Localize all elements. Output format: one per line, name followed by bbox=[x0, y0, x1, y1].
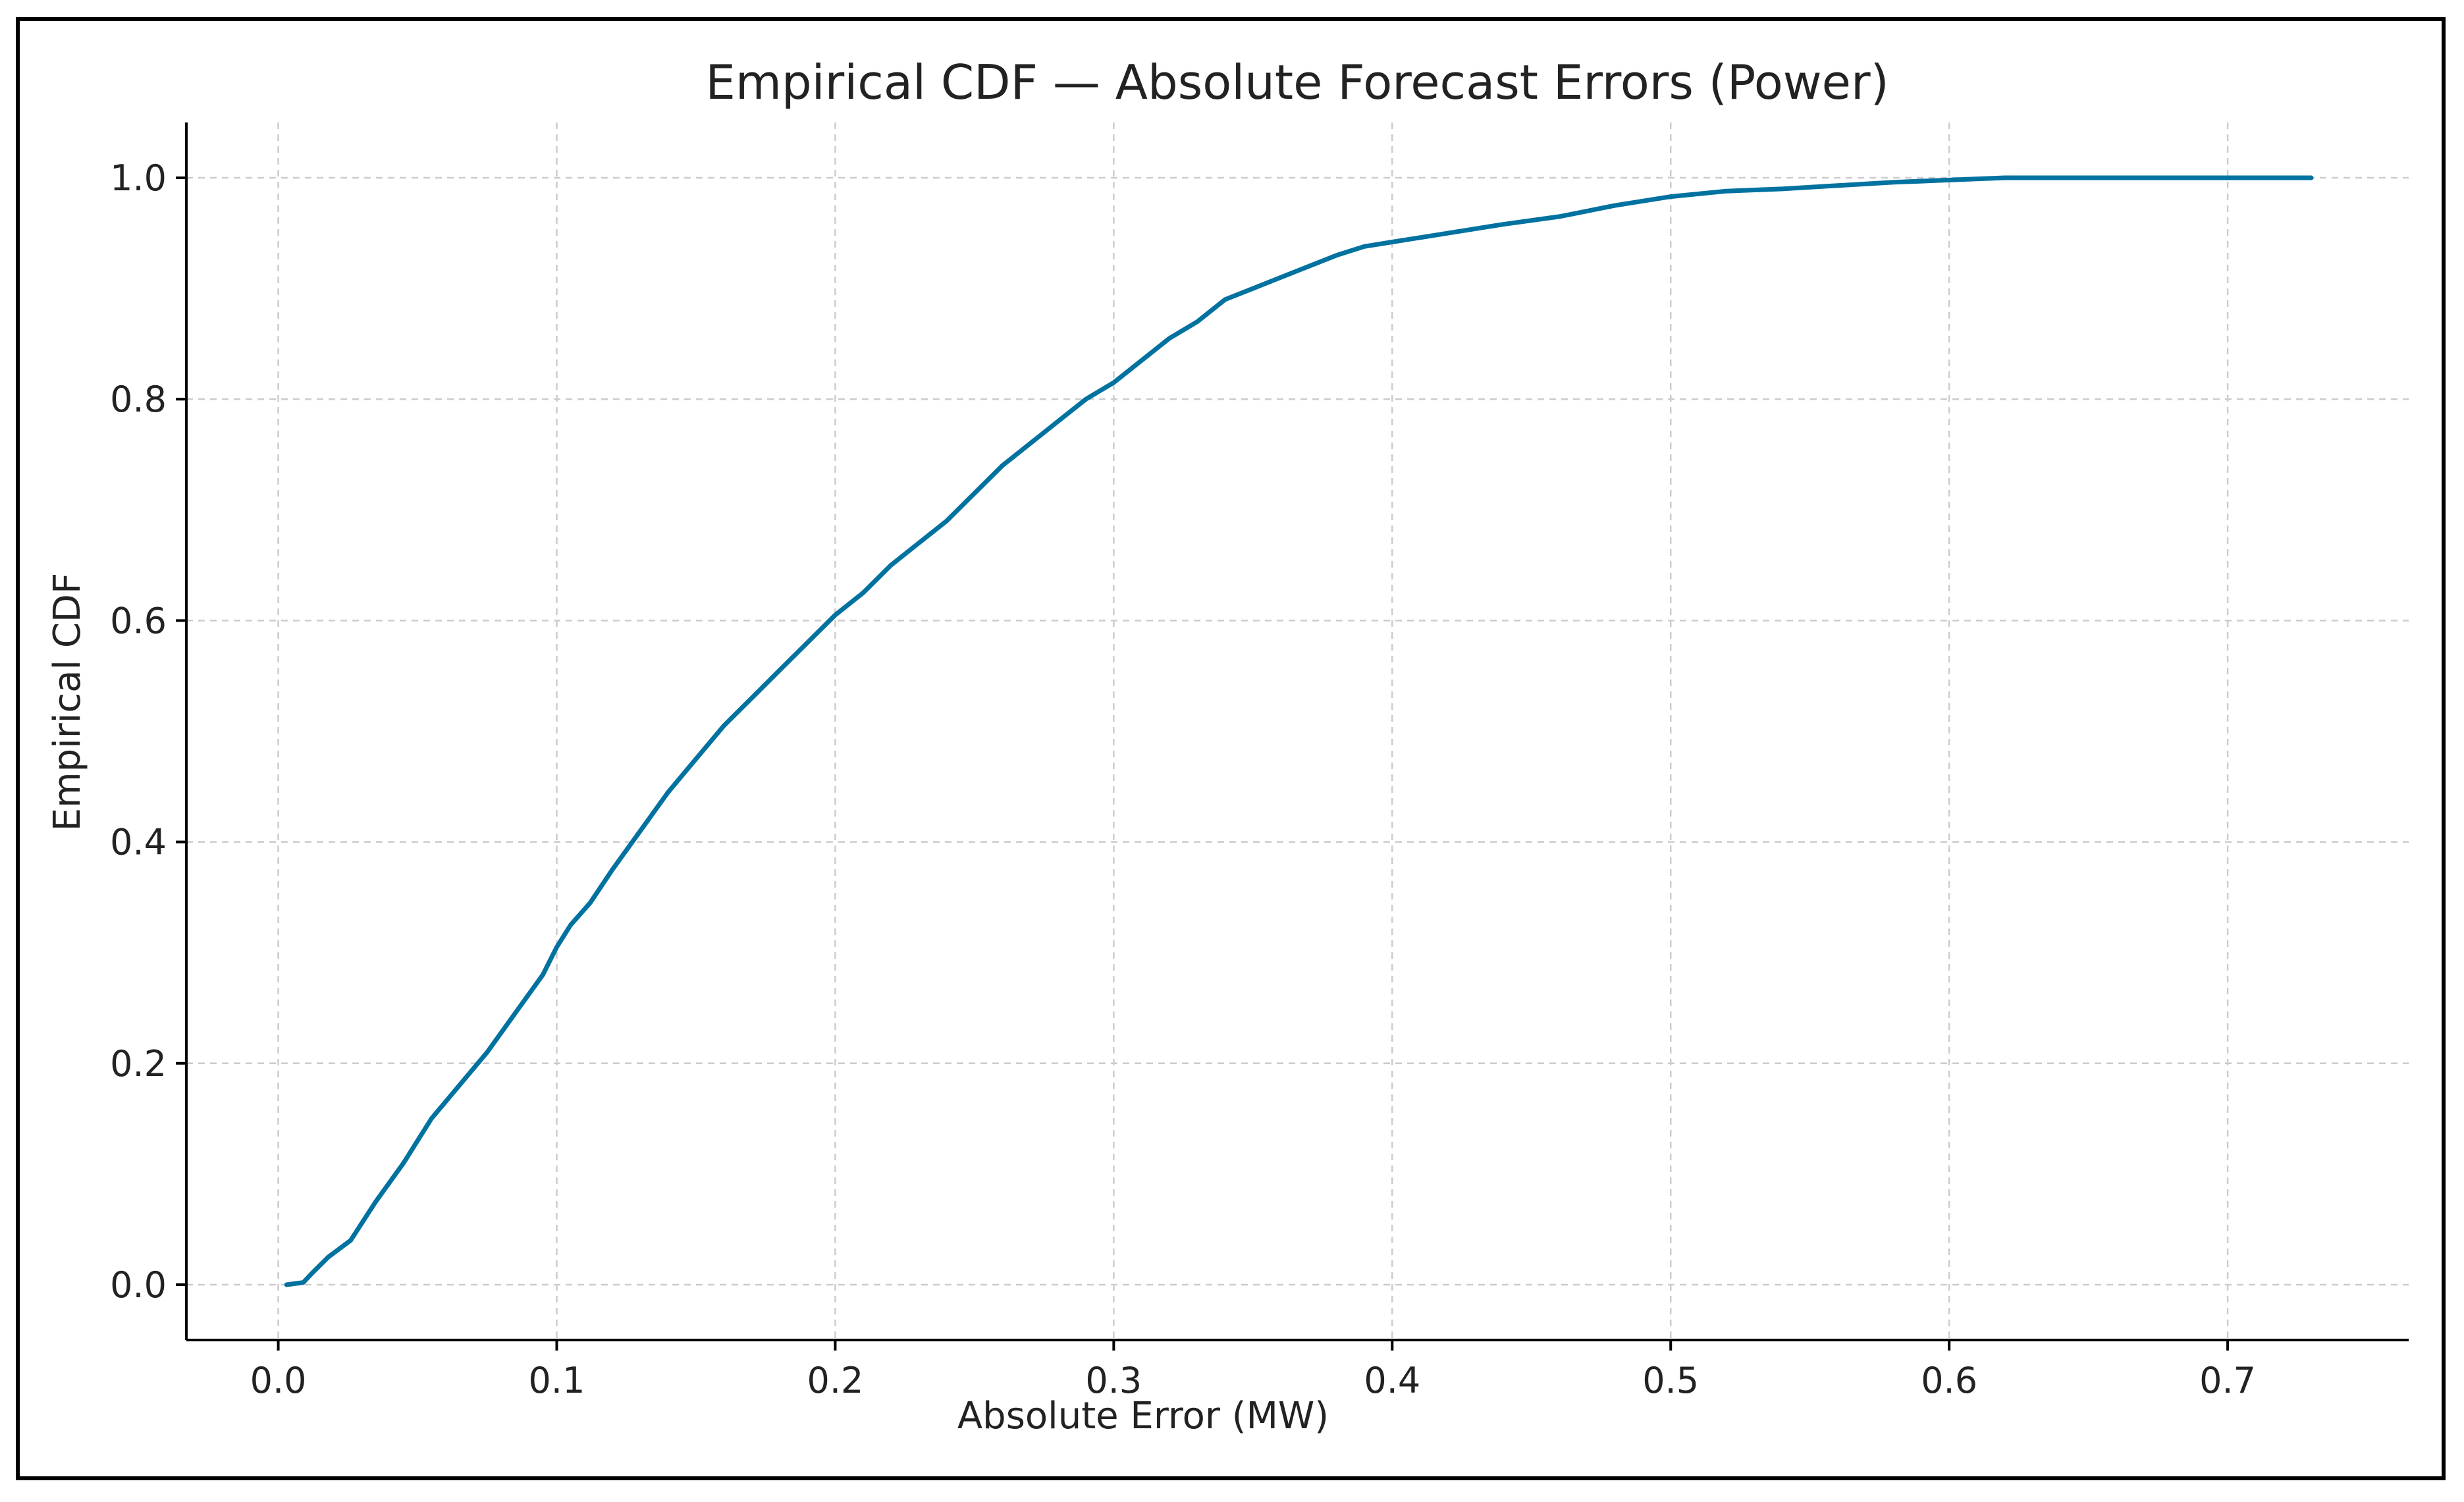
y-axis-ticks: 0.0 0.2 0.4 0.6 0.8 1.0 bbox=[110, 157, 186, 1306]
y-tick-label: 0.0 bbox=[110, 1264, 167, 1306]
y-tick-label: 0.6 bbox=[110, 600, 167, 641]
x-tick-label: 0.5 bbox=[1642, 1360, 1699, 1401]
x-tick-label: 0.3 bbox=[1085, 1360, 1142, 1401]
y-tick-label: 0.4 bbox=[110, 822, 167, 863]
x-tick-label: 0.4 bbox=[1364, 1360, 1420, 1401]
y-tick-label: 1.0 bbox=[110, 157, 167, 199]
x-axis-label: Absolute Error (MW) bbox=[957, 1395, 1329, 1437]
x-axis-ticks: 0.0 0.1 0.2 0.3 0.4 0.5 0.6 0.7 bbox=[250, 1340, 2256, 1401]
axes bbox=[185, 122, 2409, 1341]
x-tick-label: 0.0 bbox=[250, 1360, 307, 1401]
ecdf-chart: Empirical CDF — Absolute Forecast Errors… bbox=[46, 55, 2409, 1437]
y-tick-label: 0.8 bbox=[110, 379, 167, 420]
figure-frame: Empirical CDF — Absolute Forecast Errors… bbox=[16, 17, 2446, 1480]
x-tick-label: 0.6 bbox=[1921, 1360, 1977, 1401]
series-line-ecdf bbox=[284, 175, 2314, 1287]
x-tick-label: 0.2 bbox=[807, 1360, 863, 1401]
y-axis-label: Empirical CDF bbox=[46, 573, 89, 832]
x-tick-label: 0.7 bbox=[2199, 1360, 2256, 1401]
grid bbox=[186, 122, 2409, 1340]
y-tick-label: 0.2 bbox=[110, 1043, 167, 1085]
x-tick-label: 0.1 bbox=[529, 1360, 585, 1401]
chart-title: Empirical CDF — Absolute Forecast Errors… bbox=[705, 55, 1888, 110]
